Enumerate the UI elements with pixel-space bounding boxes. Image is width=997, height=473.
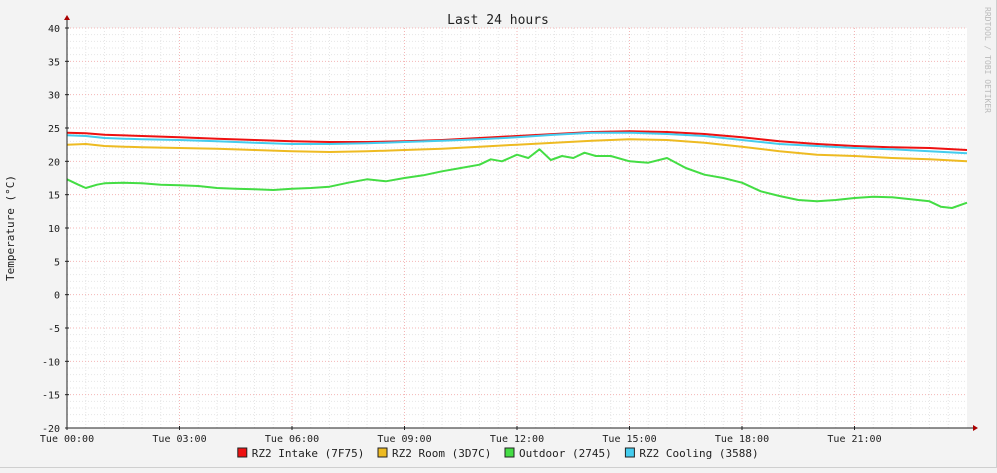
y-tick-labels: 40 35 30 25 20 15 10 5 0 -5 -10 -15 -20 [42,24,60,435]
x-tick-label: Tue 12:00 [490,434,544,445]
y-tick-label: 30 [48,91,60,102]
legend: RZ2 Intake (7F75) RZ2 Room (3D7C) Outdoor … [237,447,759,460]
legend-label: RZ2 Room (3D7C) [392,447,491,460]
y-axis-label: Temperature (°C) [4,175,17,281]
series-line [66,131,968,155]
legend-swatch [624,447,635,458]
legend-swatch [504,447,515,458]
y-tick-label: -10 [42,357,60,368]
y-tick-label: 20 [48,157,60,168]
y-tick-label: 0 [54,291,60,302]
legend-label: Outdoor (2745) [519,447,612,460]
x-tick-label: Tue 06:00 [265,434,319,445]
x-tick-labels: Tue 00:00 Tue 03:00 Tue 06:00 Tue 09:00 Tue … [40,434,882,445]
x-tick-label: Tue 09:00 [377,434,431,445]
y-tick-label: 40 [48,24,60,35]
x-tick-label: Tue 15:00 [602,434,656,445]
series-line [66,138,968,163]
axes [64,15,978,431]
x-tick-label: Tue 18:00 [715,434,769,445]
x-tick-label: Tue 03:00 [152,434,206,445]
watermark: RRDTOOL / TOBI OETIKER [983,7,992,113]
y-tick-label: 15 [48,191,60,202]
y-tick-label: 35 [48,57,60,68]
legend-swatch [377,447,388,458]
legend-label: RZ2 Intake (7F75) [252,447,365,460]
y-tick-label: 10 [48,224,60,235]
chart-title: Last 24 hours [447,13,549,28]
series-layer [66,130,968,209]
y-tick-label: -15 [42,391,60,402]
legend-swatch [237,447,248,458]
y-tick-label: 25 [48,124,60,135]
y-axis-arrow [64,15,70,20]
y-tick-label: -5 [48,324,60,335]
series-line [66,148,968,209]
x-tick-label: Tue 21:00 [827,434,881,445]
legend-label: RZ2 Cooling (3588) [639,447,758,460]
y-tick-label: 5 [54,257,60,268]
series-line [66,130,968,151]
major-grid [66,27,967,429]
x-tick-label: Tue 00:00 [40,434,94,445]
x-axis-arrow [973,425,978,431]
y-tick-label: -20 [42,424,60,435]
